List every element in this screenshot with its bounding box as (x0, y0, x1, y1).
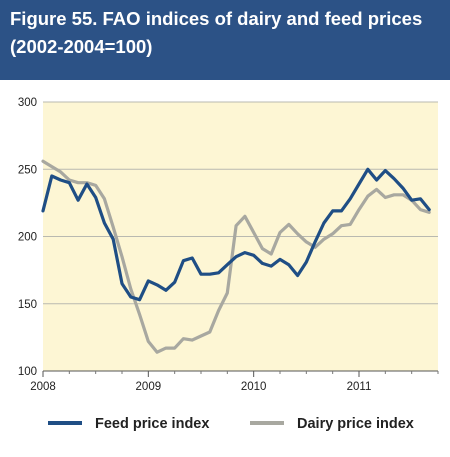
line-chart: 100 150 200 250 300 2008 2009 2010 2011 Feed pri… (18, 97, 439, 432)
series-line-feed (41, 167, 431, 302)
y-tick-label: 100 (18, 366, 37, 378)
legend-label-dairy: Dairy price index (297, 416, 414, 432)
y-tick-label: 200 (18, 232, 37, 244)
x-tick-label: 2009 (136, 381, 162, 393)
x-tick-label: 2010 (241, 381, 267, 393)
y-tick-label: 300 (18, 97, 37, 109)
x-tick-label: 2011 (347, 381, 372, 393)
axes: 100 150 200 250 300 2008 2009 2010 2011 (18, 97, 439, 393)
figure-subtitle: (2002-2004=100) (10, 36, 153, 57)
figure-header: Figure 55. FAO indices of dairy and feed… (0, 0, 450, 80)
legend-label-feed: Feed price index (95, 416, 209, 432)
series-line-dairy (41, 159, 431, 354)
gridlines (43, 101, 438, 305)
x-tick-label: 2008 (30, 381, 56, 393)
legend: Feed price index Dairy price index (48, 416, 414, 432)
figure-title: Figure 55. FAO indices of dairy and feed… (10, 8, 423, 29)
y-tick-label: 250 (18, 164, 37, 176)
y-tick-label: 150 (18, 299, 37, 311)
series-lines (41, 159, 431, 354)
